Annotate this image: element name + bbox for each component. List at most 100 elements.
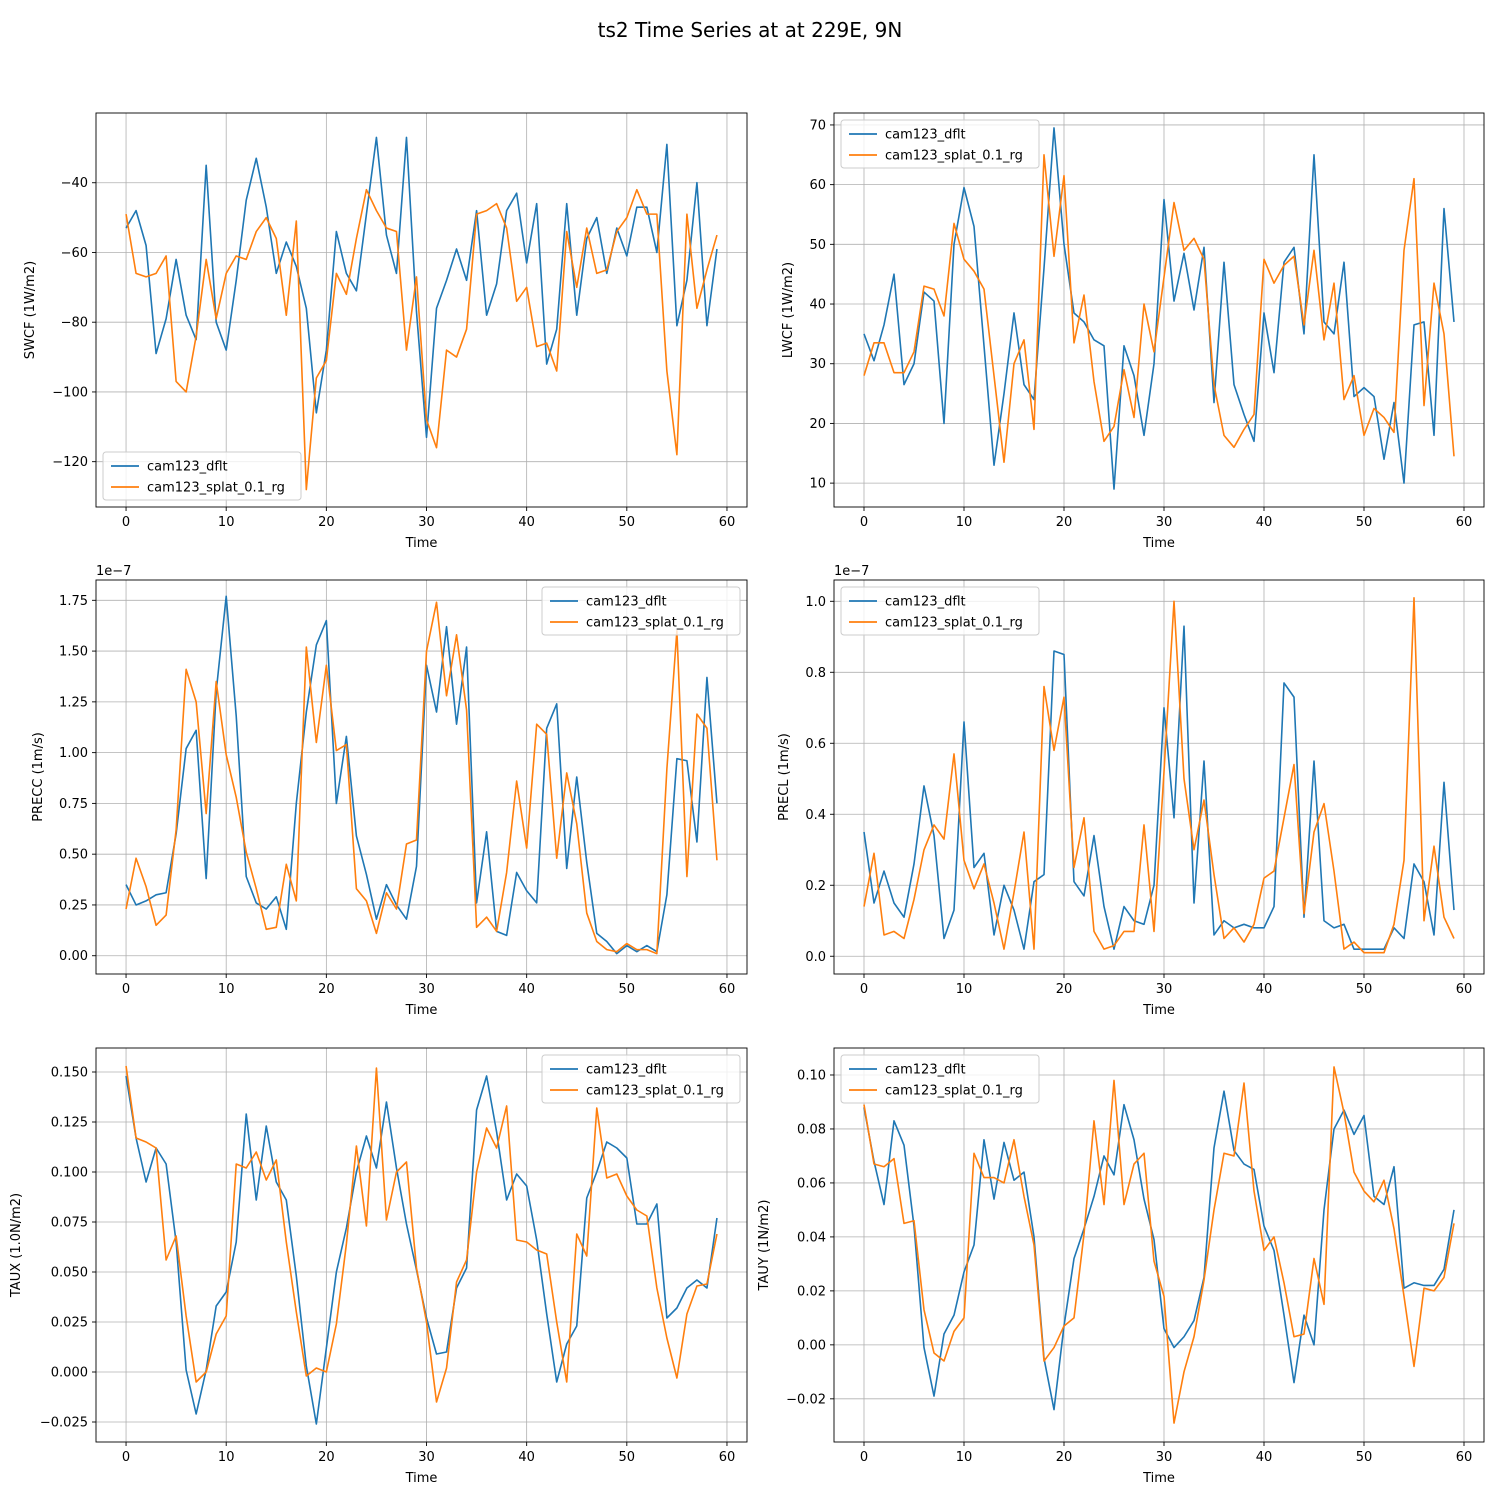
x-tick-label: 30 — [418, 982, 435, 997]
x-tick-label: 0 — [122, 515, 130, 530]
y-tick-label: 0.0 — [805, 950, 826, 965]
y-tick-label: 0.4 — [805, 808, 826, 823]
legend-entry: cam123_dflt — [147, 460, 228, 475]
x-tick-label: 60 — [719, 515, 736, 530]
axes-frame — [833, 1047, 1485, 1443]
series-line-cam123_splat_0.1_rg — [125, 1065, 718, 1403]
y-tick-label: 1.50 — [59, 645, 88, 660]
y-tick-label: 1.25 — [59, 695, 88, 710]
y-tick-label: 20 — [809, 417, 826, 432]
x-tick-label: 10 — [956, 515, 973, 530]
x-tick-label: 20 — [1056, 1450, 1073, 1465]
legend: cam123_dflt cam123_splat_0.1_rg — [840, 586, 1040, 636]
subplot-1: 0 10 20 30 40 50 60 −120 −100 −80 −60 −40 Time SWCF (… — [23, 112, 748, 551]
legend-entry: cam123_dflt — [885, 128, 966, 143]
legend: cam123_dflt cam123_splat_0.1_rg — [541, 586, 741, 636]
y-tick-label: 0.125 — [51, 1116, 88, 1131]
axes-frame — [833, 112, 1485, 508]
y-tick-label: 1.75 — [59, 594, 88, 609]
legend-entry: cam123_splat_0.1_rg — [885, 616, 1023, 631]
x-tick-label: 0 — [860, 982, 868, 997]
series-line-cam123_splat_0.1_rg — [125, 601, 718, 955]
y-axis-label: LWCF (1W/m2) — [781, 262, 796, 358]
x-tick-label: 50 — [1356, 982, 1373, 997]
legend-entry: cam123_splat_0.1_rg — [885, 149, 1023, 164]
y-tick-label: 0.25 — [59, 898, 88, 913]
legend: cam123_dflt cam123_splat_0.1_rg — [840, 1054, 1040, 1104]
legend-entry: cam123_dflt — [586, 1063, 667, 1078]
x-tick-label: 50 — [619, 515, 636, 530]
x-axis-label: Time — [405, 536, 438, 551]
legend-box — [840, 119, 1040, 169]
x-tick-label: 10 — [218, 1450, 235, 1465]
x-tick-label: 0 — [860, 1450, 868, 1465]
x-tick-label: 20 — [1056, 982, 1073, 997]
x-tick-label: 50 — [619, 982, 636, 997]
x-tick-label: 30 — [1156, 982, 1173, 997]
x-tick-label: 30 — [418, 515, 435, 530]
y-tick-label: −0.02 — [786, 1392, 826, 1407]
x-axis-label: Time — [405, 1003, 438, 1018]
x-tick-label: 40 — [1256, 982, 1273, 997]
x-tick-label: 50 — [619, 1450, 636, 1465]
legend: cam123_dflt cam123_splat_0.1_rg — [840, 119, 1040, 169]
legend: cam123_dflt cam123_splat_0.1_rg — [541, 1054, 741, 1104]
axes-frame — [95, 1047, 748, 1443]
y-tick-label: 0.050 — [51, 1266, 88, 1281]
y-tick-label: 50 — [809, 238, 826, 253]
y-tick-label: 30 — [809, 357, 826, 372]
series-line-cam123_splat_0.1_rg — [863, 153, 1455, 464]
legend-box — [840, 586, 1040, 636]
x-tick-label: 60 — [719, 1450, 736, 1465]
figure-title: ts2 Time Series at at 229E, 9N — [598, 18, 903, 42]
y-tick-label: −60 — [61, 246, 88, 261]
x-tick-label: 50 — [1356, 1450, 1373, 1465]
x-tick-label: 40 — [518, 515, 535, 530]
x-tick-label: 30 — [1156, 515, 1173, 530]
x-axis-label: Time — [405, 1471, 438, 1486]
legend-entry: cam123_splat_0.1_rg — [885, 1084, 1023, 1099]
y-tick-label: 70 — [809, 118, 826, 133]
series-line-cam123_dflt — [125, 136, 718, 439]
y-tick-label: 0.10 — [797, 1068, 826, 1083]
x-tick-label: 10 — [218, 515, 235, 530]
legend-entry: cam123_splat_0.1_rg — [586, 616, 724, 631]
y-tick-label: 0.02 — [797, 1284, 826, 1299]
x-tick-label: 0 — [122, 982, 130, 997]
y-tick-label: 0.075 — [51, 1216, 88, 1231]
subplot-3: 0 10 20 30 40 50 60 0.00 0.25 0.50 0.75 1.00 1.25 1.5… — [31, 564, 748, 1018]
x-tick-label: 50 — [1356, 515, 1373, 530]
subplot-2: 0 10 20 30 40 50 60 10 20 30 40 50 60 70 Time LWCF (1W/… — [781, 112, 1485, 551]
legend-entry: cam123_dflt — [586, 595, 667, 610]
legend-entry: cam123_splat_0.1_rg — [147, 481, 285, 496]
x-tick-label: 40 — [1256, 1450, 1273, 1465]
y-tick-label: 0.06 — [797, 1176, 826, 1191]
y-tick-label: 1.00 — [59, 746, 88, 761]
y-tick-label: 40 — [809, 298, 826, 313]
x-tick-label: 20 — [318, 1450, 335, 1465]
y-tick-label: 0.08 — [797, 1122, 826, 1137]
y-tick-label: 0.04 — [797, 1230, 826, 1245]
y-tick-label: 1.0 — [805, 595, 826, 610]
axes-frame — [833, 579, 1485, 975]
y-tick-label: −100 — [52, 385, 88, 400]
legend-box — [102, 451, 302, 501]
subplot-6: 0 10 20 30 40 50 60 −0.02 0.00 0.02 0.04 0.06 0.08 0.… — [757, 1047, 1485, 1486]
y-tick-label: 0.00 — [59, 949, 88, 964]
legend-entry: cam123_dflt — [885, 595, 966, 610]
y-tick-label: 0.025 — [51, 1316, 88, 1331]
x-tick-label: 30 — [1156, 1450, 1173, 1465]
series-line-cam123_dflt — [863, 1090, 1455, 1411]
x-tick-label: 20 — [1056, 515, 1073, 530]
x-tick-label: 0 — [122, 1450, 130, 1465]
series-line-cam123_dflt — [125, 595, 718, 955]
x-tick-label: 60 — [1456, 1450, 1473, 1465]
x-tick-label: 40 — [518, 982, 535, 997]
y-tick-label: 0.150 — [51, 1066, 88, 1081]
y-axis-label: PRECL (1m/s) — [777, 733, 792, 821]
y-tick-label: 0.50 — [59, 848, 88, 863]
x-tick-label: 60 — [1456, 982, 1473, 997]
legend-box — [541, 1054, 741, 1104]
x-tick-label: 10 — [956, 982, 973, 997]
series-line-cam123_splat_0.1_rg — [125, 188, 718, 491]
